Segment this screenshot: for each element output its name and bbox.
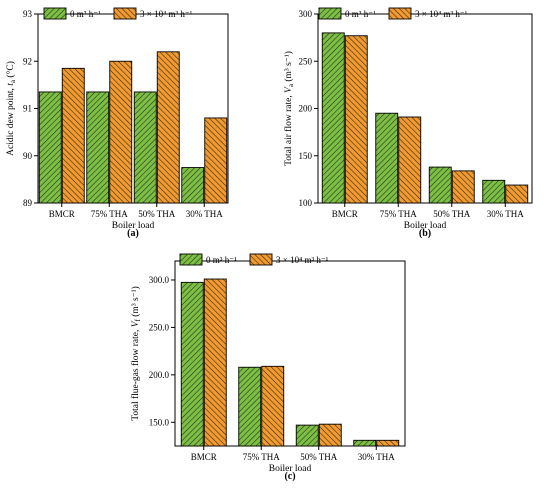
y-axis-label-main: Total flue-gas flow rate,: [130, 327, 141, 421]
x-tick-label: 75% THA: [91, 209, 129, 219]
legend-label-s1: 0 m³ h⁻¹: [206, 255, 237, 265]
y-axis-label-unit: (m³ s⁻¹): [283, 51, 294, 84]
x-axis-label: Boiler load: [269, 464, 312, 474]
bar-s2-1: [109, 60, 133, 204]
legend-swatch-s2: [388, 7, 412, 20]
plot-frame: [174, 260, 406, 447]
y-tick-label: 150: [299, 151, 313, 161]
y-axis-label-subscript: f: [134, 318, 142, 321]
y-tick-label: 200: [299, 104, 313, 114]
panel-label: (c): [284, 471, 295, 482]
legend-label-s2: 3 × 10⁴ m³ h⁻¹: [415, 9, 468, 19]
y-axis-label-symbol: V: [284, 86, 294, 93]
legend-label-s2: 3 × 10⁴ m³ h⁻¹: [140, 9, 193, 19]
y-axis-label: Acidic dew point, ta (°C): [5, 61, 17, 156]
bar-s1-0: [180, 281, 204, 447]
x-tick-label: 30% THA: [487, 209, 525, 219]
y-axis-label-subscript: a: [287, 83, 295, 87]
legend-swatch-s1: [179, 253, 203, 266]
bar-s2-2: [156, 51, 180, 204]
panel-a: 89 90 91 92 93 BMCR 75% THA 50% THA 30% THA Boile…: [5, 7, 229, 239]
bar-s1-2: [133, 91, 157, 204]
y-tick-label: 300: [299, 9, 313, 19]
panel-c: 150.0 200.0 250.0 300.0 BMCR 75% THA 50% THA 30…: [130, 253, 406, 482]
bar-s2-1: [261, 365, 285, 447]
legend-label-s1: 0 m³ h⁻¹: [70, 9, 101, 19]
y-tick-label: 300.0: [149, 275, 170, 285]
bar-s2-1: [398, 116, 422, 204]
x-tick-label: BMCR: [191, 452, 217, 462]
x-tick-label: BMCR: [49, 209, 75, 219]
bar-s1-3: [482, 179, 506, 204]
y-tick-label: 92: [23, 56, 32, 66]
panel-b: 100 150 200 250 300 BMCR 75% THA 50% THA 30% THA…: [283, 7, 533, 239]
y-tick-label: 93: [23, 9, 33, 19]
y-axis-label-main: Total air flow rate,: [283, 93, 294, 166]
bar-s1-2: [428, 166, 452, 204]
x-axis-label: Boiler load: [112, 221, 155, 231]
y-axis-label-symbol: t: [6, 83, 16, 86]
x-tick-label: 75% THA: [243, 452, 281, 462]
bar-s1-3: [353, 439, 377, 447]
bar-s1-2: [295, 424, 319, 447]
y-tick-label: 100: [299, 198, 313, 208]
x-tick-label: 50% THA: [138, 209, 176, 219]
x-tick-label: 50% THA: [300, 452, 338, 462]
x-tick-label: 75% THA: [380, 209, 418, 219]
bar-s1-0: [38, 91, 62, 204]
bar-s1-3: [181, 167, 205, 204]
legend-swatch-s2: [249, 253, 273, 266]
bar-s2-0: [344, 35, 368, 204]
panel-label: (b): [419, 228, 431, 239]
x-tick-label: 30% THA: [186, 209, 224, 219]
y-tick-label: 250: [299, 56, 313, 66]
y-tick-label: 150.0: [149, 417, 170, 427]
x-tick-label: BMCR: [332, 209, 358, 219]
legend-swatch-s1: [318, 7, 342, 20]
y-axis-label-main: Acidic dew point,: [6, 86, 16, 156]
bar-s2-3: [505, 184, 529, 204]
bar-s2-2: [451, 170, 475, 204]
bar-s1-0: [321, 32, 345, 204]
bar-s1-1: [238, 366, 262, 447]
x-axis-label: Boiler load: [404, 221, 447, 231]
x-tick-label: 50% THA: [433, 209, 471, 219]
y-axis-label-subscript: a: [9, 79, 17, 83]
bar-s2-0: [61, 67, 85, 204]
panel-label: (a): [127, 228, 139, 239]
legend-label-s2: 3 × 10⁴ m³ h⁻¹: [276, 255, 329, 265]
y-tick-label: 90: [23, 151, 33, 161]
y-axis-label: Total flue-gas flow rate, Vf (m³ s⁻¹): [130, 286, 142, 421]
bar-s1-1: [375, 112, 399, 204]
y-axis-label-unit: (m³ s⁻¹): [130, 286, 141, 319]
bar-s2-2: [318, 423, 342, 447]
y-tick-label: 91: [23, 104, 32, 114]
bar-s2-0: [203, 278, 227, 447]
bar-s1-1: [86, 91, 110, 204]
y-axis-label-unit: (°C): [5, 61, 16, 80]
x-tick-label: 30% THA: [358, 452, 396, 462]
bar-s2-3: [376, 439, 400, 447]
y-tick-label: 250.0: [149, 322, 170, 332]
y-tick-label: 200.0: [149, 370, 170, 380]
y-tick-label: 89: [23, 198, 33, 208]
y-axis-label-symbol: V: [131, 320, 141, 327]
legend-label-s1: 0 m³ h⁻¹: [345, 9, 376, 19]
legend-swatch-s2: [113, 7, 137, 20]
bar-s2-3: [204, 117, 228, 204]
legend-swatch-s1: [43, 7, 67, 20]
y-axis-label: Total air flow rate, Va (m³ s⁻¹): [283, 51, 295, 166]
